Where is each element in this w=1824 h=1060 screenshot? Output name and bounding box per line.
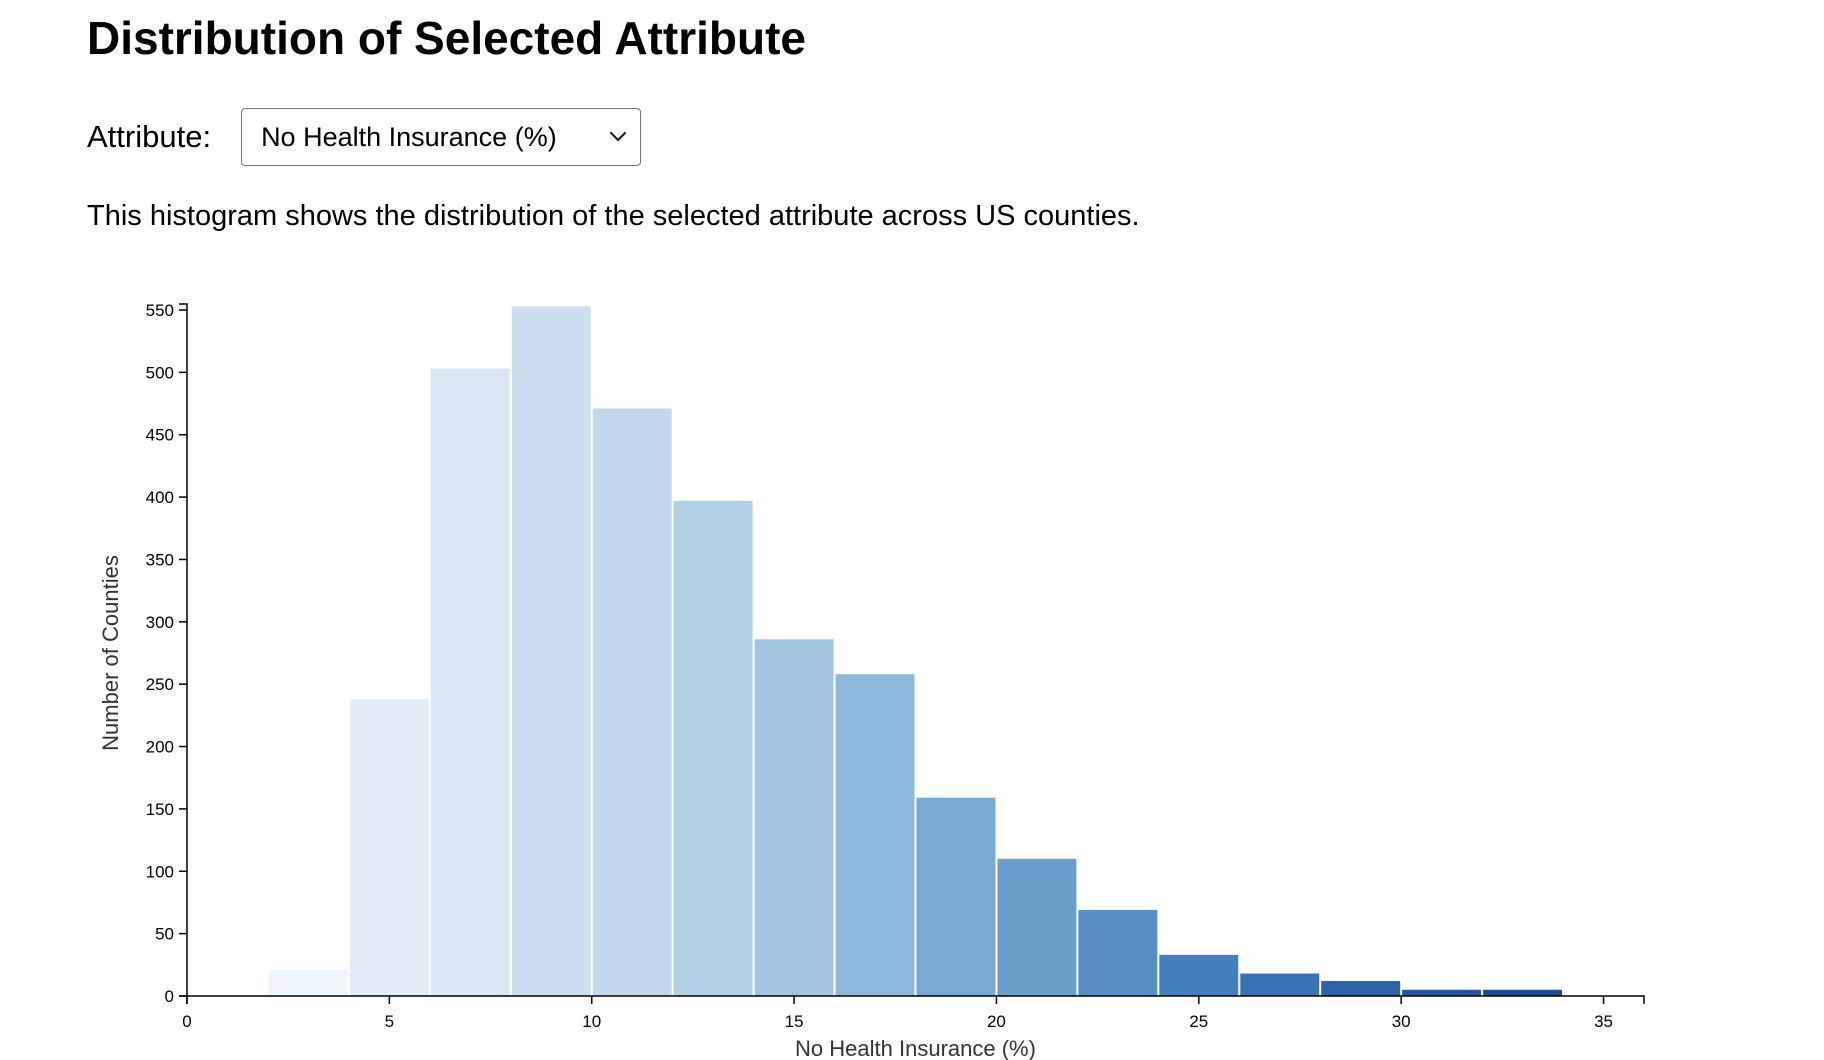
x-axis: 0 5 10 15 20 25 30 35 xyxy=(182,995,1645,1031)
y-tick-label: 200 xyxy=(146,738,174,757)
x-tick-label: 25 xyxy=(1189,1012,1208,1031)
histogram-bar-1 xyxy=(349,699,429,996)
x-tick-label: 35 xyxy=(1594,1012,1613,1031)
y-axis-title: Number of Counties xyxy=(98,555,123,751)
y-tick-label: 550 xyxy=(146,301,174,320)
histogram-bar-8 xyxy=(916,797,996,996)
x-tick-label: 15 xyxy=(785,1012,804,1031)
chevron-down-icon xyxy=(609,131,627,142)
y-tick-label: 500 xyxy=(146,363,174,382)
y-tick-label: 400 xyxy=(146,488,174,507)
attribute-select-value: No Health Insurance (%) xyxy=(261,121,557,152)
histogram-bar-14 xyxy=(1402,989,1482,996)
attribute-control-row: Attribute: No Health Insurance (%) xyxy=(87,108,642,166)
x-tick-label: 10 xyxy=(582,1012,601,1031)
histogram-bar-13 xyxy=(1321,981,1401,996)
y-axis: 0 50 100 150 200 250 300 350 400 450 500 550 xyxy=(146,301,188,1006)
histogram-bar-4 xyxy=(592,408,672,996)
histogram-bar-0 xyxy=(268,969,348,996)
y-tick-label: 150 xyxy=(146,800,174,819)
histogram-bar-6 xyxy=(754,639,834,996)
y-tick-label: 250 xyxy=(146,675,174,694)
histogram-bar-12 xyxy=(1240,973,1320,996)
chart-description: This histogram shows the distribution of… xyxy=(87,200,1140,232)
x-axis-line xyxy=(186,995,1645,1004)
attribute-select[interactable]: No Health Insurance (%) xyxy=(241,108,642,166)
x-tick-label: 0 xyxy=(182,1012,191,1031)
histogram-bars xyxy=(268,306,1563,996)
y-tick-label: 0 xyxy=(165,987,174,1006)
histogram-bar-7 xyxy=(835,674,915,996)
histogram-bar-10 xyxy=(1078,909,1158,996)
histogram-bar-9 xyxy=(997,858,1077,996)
x-tick-label: 30 xyxy=(1392,1012,1411,1031)
y-tick-label: 100 xyxy=(146,862,174,881)
y-tick-label: 50 xyxy=(155,925,174,944)
x-tick-label: 5 xyxy=(385,1012,394,1031)
y-axis-line xyxy=(179,303,188,997)
histogram-bar-11 xyxy=(1159,954,1239,996)
histogram-bar-3 xyxy=(511,306,591,996)
y-tick-label: 300 xyxy=(146,613,174,632)
y-tick-label: 450 xyxy=(146,426,174,445)
histogram-bar-5 xyxy=(673,500,753,996)
attribute-label: Attribute: xyxy=(87,119,212,154)
x-tick-label: 20 xyxy=(987,1012,1006,1031)
histogram-bar-15 xyxy=(1483,989,1563,996)
x-axis-title: No Health Insurance (%) xyxy=(795,1036,1036,1060)
page-title: Distribution of Selected Attribute xyxy=(87,12,806,64)
histogram-bar-2 xyxy=(430,368,510,996)
y-tick-label: 350 xyxy=(146,550,174,569)
